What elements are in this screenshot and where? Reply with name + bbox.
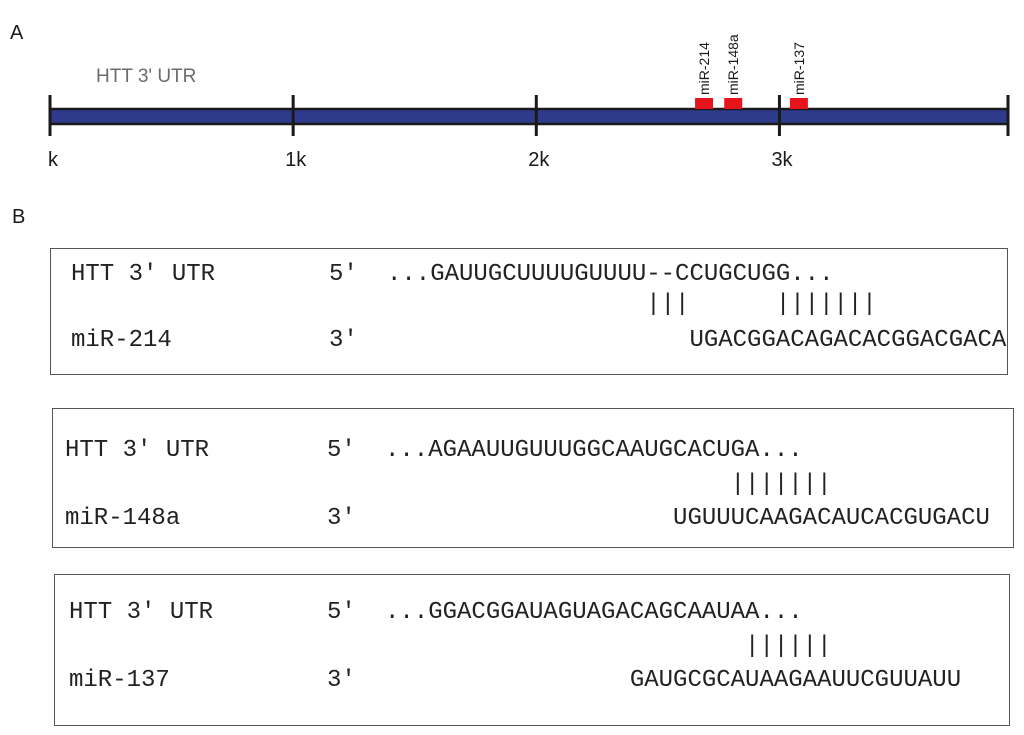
scale-tick-label: 3k: [771, 149, 793, 171]
mirna-3prime-end: 3': [327, 667, 356, 694]
mirna-site-marker: [695, 98, 714, 109]
mirna-site-label: miR-148a: [725, 34, 741, 95]
alignment-box-mir-214: HTT 3' UTR 5' ...GAUUGCUUUUGUUUU--CCUGCU…: [50, 248, 1008, 375]
utr-sequence: ...AGAAUUGUUUGGCAAUGCACUGA...: [385, 437, 803, 464]
scale-tick-label: 1k: [285, 149, 307, 171]
mirna-sequence: GAUGCGCAUAAGAAUUCGUUAUU: [385, 667, 962, 694]
tick-layer: k 1k 2k 3k: [48, 95, 1010, 171]
mirna-site-label: miR-214: [696, 42, 712, 95]
utr-bar: [48, 107, 1010, 126]
scale-tick-label: k: [48, 149, 59, 171]
utr-sequence: ...GAUUGCUUUUGUUUU--CCUGCUGG...: [387, 261, 834, 288]
mirna-label: miR-148a: [65, 505, 181, 532]
scale-tick-label: 2k: [528, 149, 550, 171]
mirna-label: miR-214: [71, 327, 172, 354]
utr-label: HTT 3' UTR: [65, 437, 210, 464]
mirna-site-marker: [789, 98, 808, 109]
mirna-3prime-end: 3': [329, 327, 358, 354]
panel-b-letter: B: [12, 206, 26, 228]
alignment-box-mir-148a: HTT 3' UTR 5' ...AGAAUUGUUUGGCAAUGCACUGA…: [52, 408, 1014, 548]
mirna-3prime-end: 3': [327, 505, 356, 532]
mirna-label: miR-137: [69, 667, 170, 694]
utr-sequence: ...GGACGGAUAGUAGACAGCAAUAA...: [385, 599, 803, 626]
utr-label: HTT 3' UTR: [69, 599, 214, 626]
base-pairing: ||||||: [385, 633, 832, 660]
track-label: HTT 3' UTR: [96, 66, 196, 87]
mirna-site-label: miR-137: [791, 42, 807, 95]
utr-5prime-end: 5': [329, 261, 358, 288]
mirna-site-layer: miR-214 miR-148a miR-137: [695, 34, 808, 109]
utr-label: HTT 3' UTR: [71, 261, 216, 288]
base-pairing: ||| |||||||: [387, 291, 877, 318]
mirna-sequence: UGACGGACAGACACGGACGACA: [387, 327, 1007, 354]
panel-a-letter: A: [10, 22, 24, 44]
utr-5prime-end: 5': [327, 437, 356, 464]
utr-5prime-end: 5': [327, 599, 356, 626]
mirna-sequence: UGUUUCAAGACAUCACGUGACU: [385, 505, 990, 532]
utr-map-diagram: HTT 3' UTR k 1k 2k 3k miR-214 miR-148a miR-13…: [48, 34, 1010, 171]
mirna-site-marker: [724, 98, 743, 109]
base-pairing: |||||||: [385, 471, 832, 498]
alignment-box-mir-137: HTT 3' UTR 5' ...GGACGGAUAGUAGACAGCAAUAA…: [54, 574, 1010, 726]
